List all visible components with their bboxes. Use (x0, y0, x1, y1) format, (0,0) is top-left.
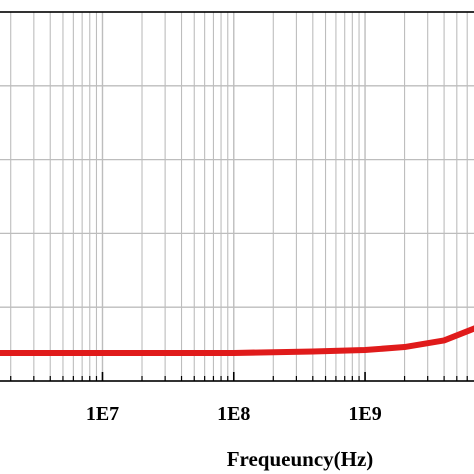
plot-frame (0, 11, 474, 382)
series-layer (0, 325, 474, 356)
x-axis-title: Frequeuncy(Hz) (227, 447, 374, 471)
x-tick-label: 1E8 (217, 403, 250, 425)
x-tick-label: 1E9 (348, 403, 381, 425)
grid-layer (0, 12, 474, 381)
x-tick-labels: 1E7 1E8 1E9 (86, 403, 382, 425)
axis-ticks (10, 372, 468, 381)
series-line-0 (0, 325, 474, 356)
x-tick-label: 1E7 (86, 403, 119, 425)
